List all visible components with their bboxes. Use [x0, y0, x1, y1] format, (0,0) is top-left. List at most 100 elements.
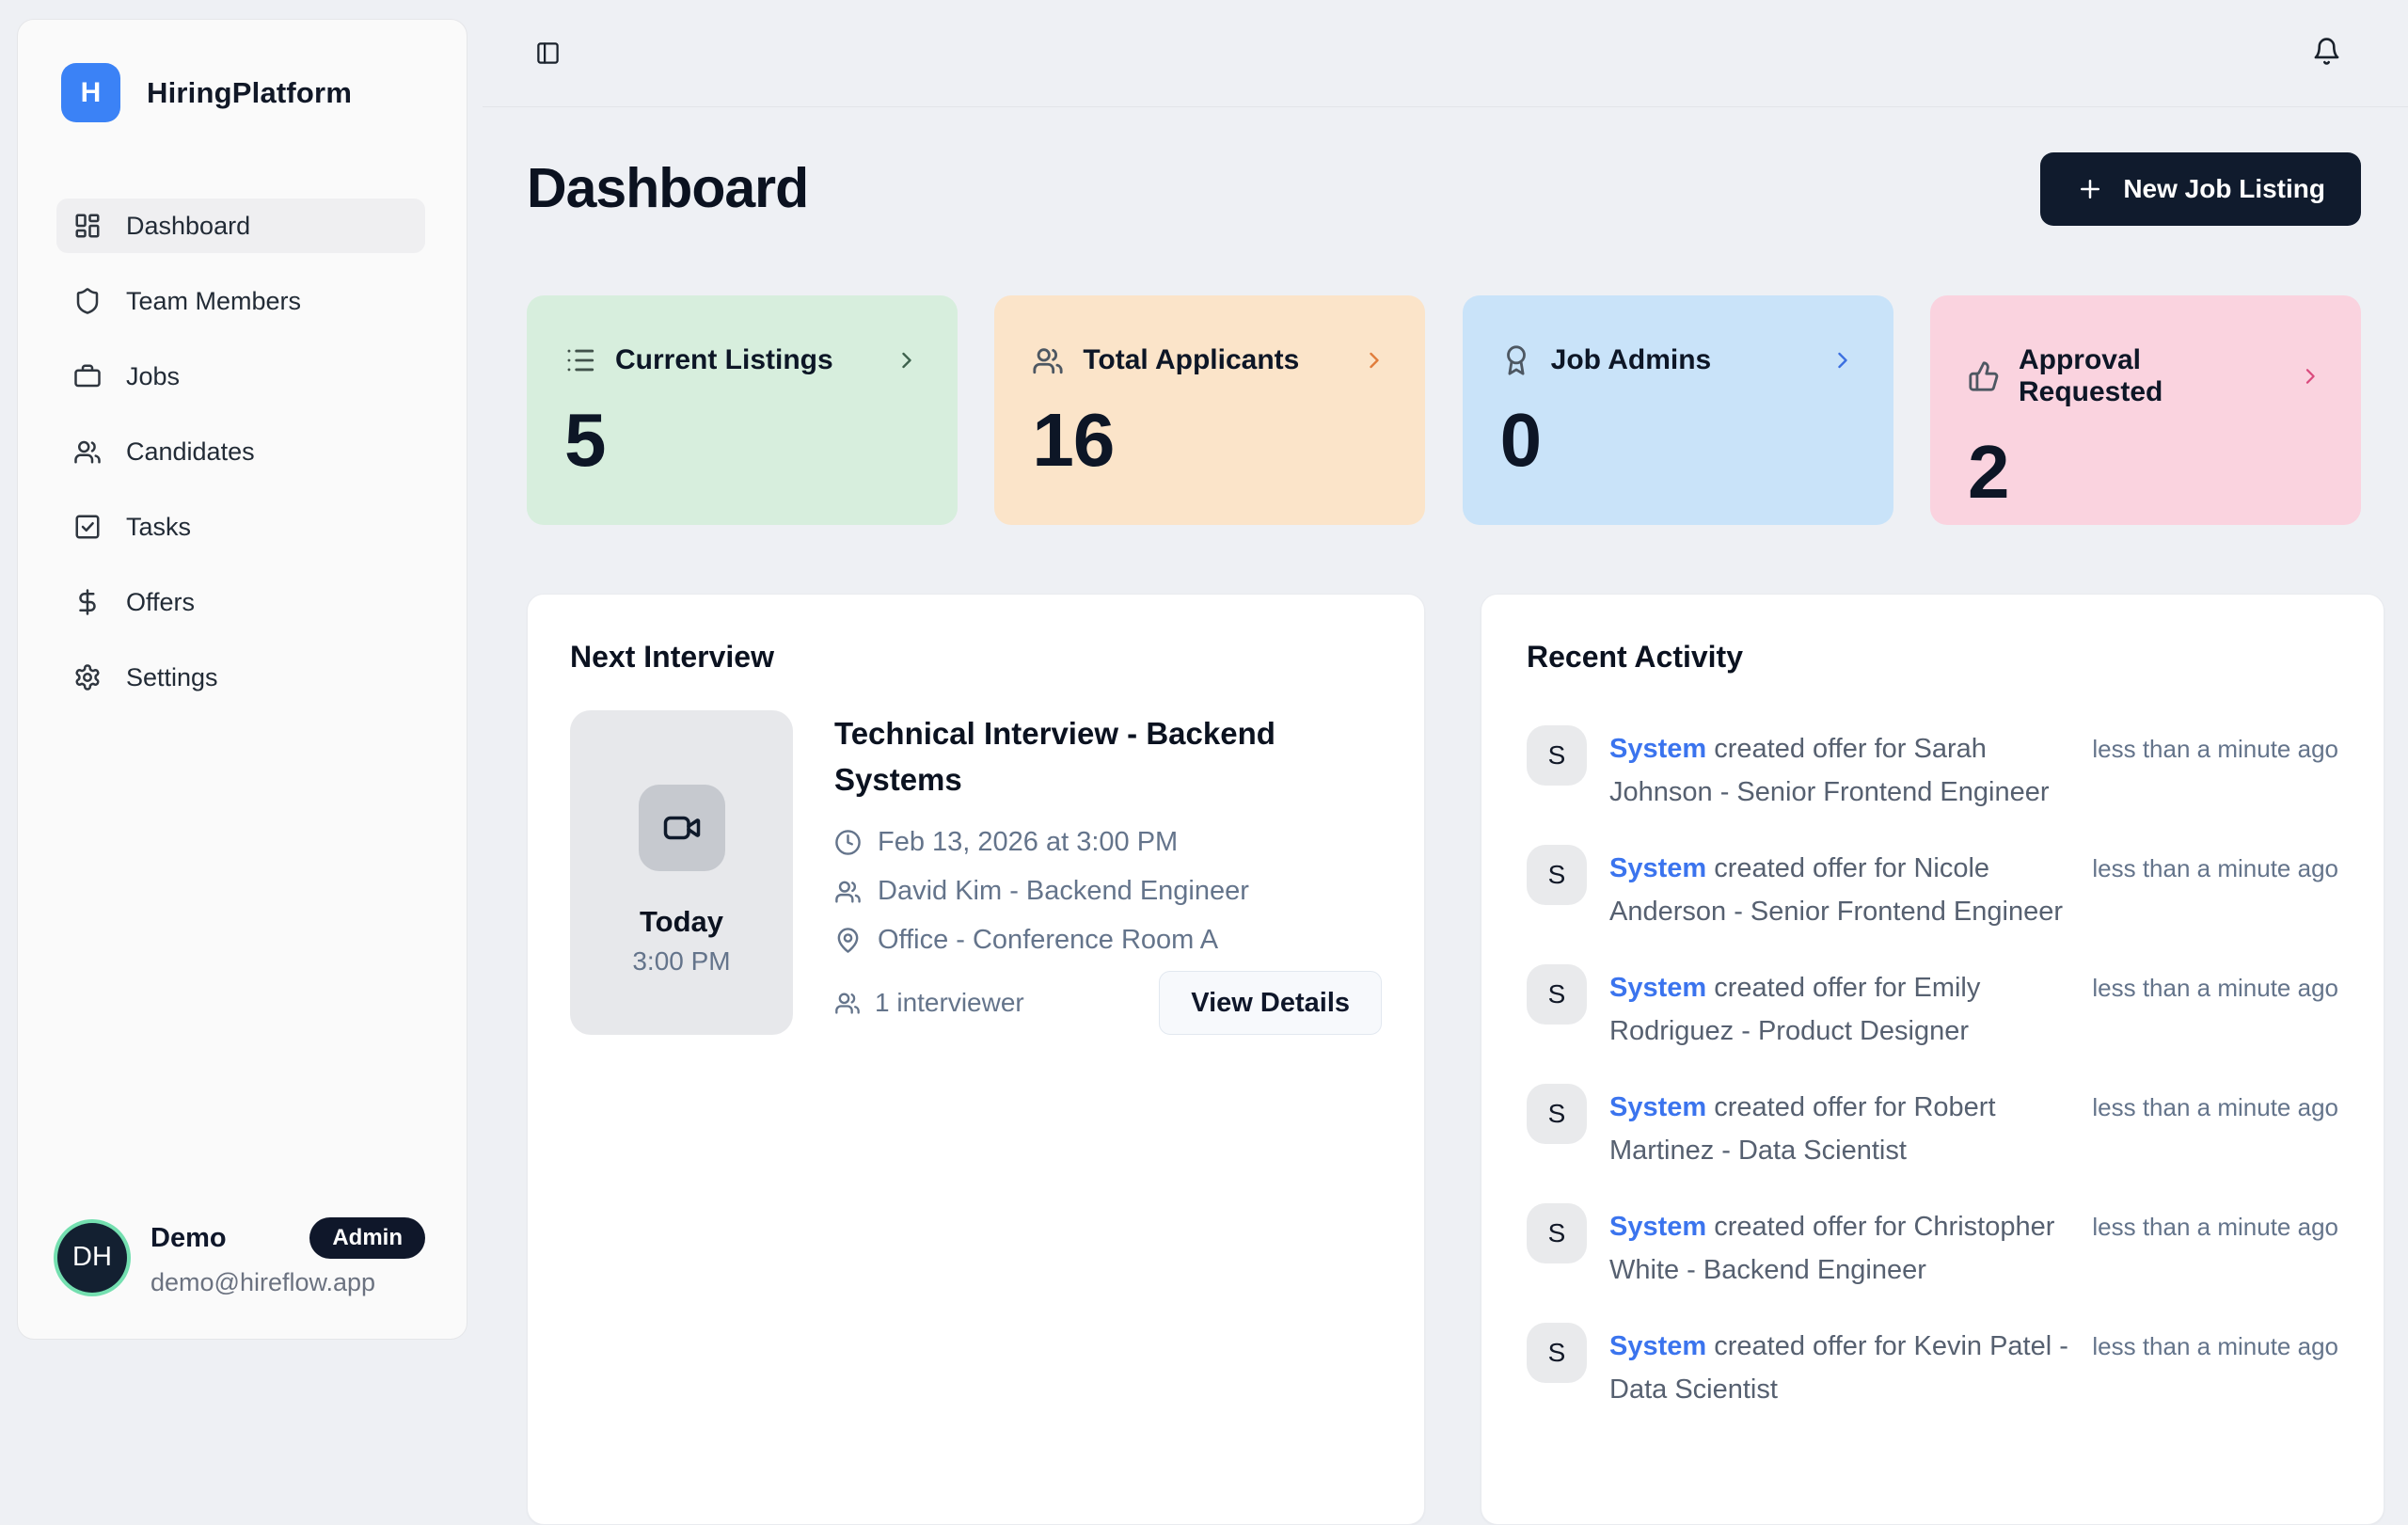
stat-value: 5 [564, 398, 607, 482]
activity-text: System created offer for Emily Rodriguez… [1609, 964, 2084, 1053]
page-header: Dashboard New Job Listing [527, 152, 2361, 230]
shield-icon [76, 288, 99, 314]
activity-timestamp: less than a minute ago [2092, 1213, 2338, 1241]
activity-text: System created offer for Christopher Whi… [1609, 1203, 2084, 1292]
activity-description: created offer for Christopher White - Ba… [1609, 1212, 2055, 1285]
activity-timestamp: less than a minute ago [2092, 854, 2338, 882]
interviewer-count: 1 interviewer [834, 988, 1024, 1018]
sidebar-item-dashboard[interactable]: Dashboard [56, 199, 425, 253]
activity-actor-link[interactable]: System [1609, 973, 1707, 1003]
interview-time: 3:00 PM [632, 946, 731, 976]
users-icon [835, 881, 861, 903]
interview-location: Office - Conference Room A [878, 925, 1219, 955]
activity-actor-link[interactable]: System [1609, 1212, 1707, 1242]
stat-value: 2 [1967, 430, 2010, 514]
sidebar-item-label: Dashboard [126, 211, 251, 240]
app-root: { "app": { "name": "HiringPlatform", "lo… [17, 0, 2408, 1525]
chevron-right-icon [2306, 369, 2316, 384]
bell-icon [2314, 38, 2339, 65]
notifications-button[interactable] [2312, 37, 2341, 66]
user-profile[interactable]: DH Demo Admin demo@hireflow.app [57, 1217, 425, 1297]
activity-description: created offer for Sarah Johnson - Senior… [1609, 734, 2050, 807]
sidebar-item-label: Jobs [126, 361, 181, 390]
sidebar-item-jobs[interactable]: Jobs [56, 349, 425, 404]
stat-label: Approval Requested [2018, 344, 2163, 407]
users-icon [74, 440, 101, 464]
role-badge: Admin [309, 1217, 425, 1259]
sidebar-item-candidates[interactable]: Candidates [56, 424, 425, 479]
interview-datetime-row: Feb 13, 2026 at 3:00 PM [834, 827, 1382, 858]
stat-label: Job Admins [1550, 344, 1712, 375]
stat-card-job-admins[interactable]: Job Admins 0 [1462, 295, 1893, 525]
view-details-button[interactable]: View Details [1159, 971, 1382, 1035]
activity-item: S System created offer for Christopher W… [1527, 1203, 2338, 1292]
user-info: Demo Admin demo@hireflow.app [150, 1217, 425, 1297]
new-job-listing-label: New Job Listing [2123, 174, 2325, 203]
activity-actor-link[interactable]: System [1609, 853, 1707, 883]
user-name: Demo [150, 1222, 227, 1253]
sidebar-item-settings[interactable]: Settings [56, 650, 425, 705]
stat-card-approval-requested[interactable]: Approval Requested 2 [1929, 295, 2361, 525]
award-icon [1506, 345, 1526, 375]
interview-date-box: Today 3:00 PM [570, 710, 793, 1035]
layout-dashboard-icon [75, 214, 100, 238]
activity-actor-link[interactable]: System [1609, 1092, 1707, 1122]
new-job-listing-button[interactable]: New Job Listing [2040, 152, 2361, 226]
activity-description: created offer for Nicole Anderson - Seni… [1609, 853, 2064, 927]
activity-list: S System created offer for Sarah Johnson… [1527, 725, 2338, 1411]
next-interview-card: Next Interview Today 3:00 PM Technical I… [527, 594, 1425, 1525]
activity-avatar: S [1527, 845, 1587, 905]
chevron-right-icon [902, 352, 911, 369]
interviewer-count-label: 1 interviewer [875, 988, 1024, 1017]
stat-value: 0 [1499, 398, 1543, 482]
plus-icon [2081, 180, 2100, 199]
sidebar-item-label: Offers [126, 587, 196, 616]
next-interview-title: Next Interview [570, 640, 774, 674]
activity-avatar: S [1527, 1084, 1587, 1144]
page-title: Dashboard [527, 157, 809, 219]
activity-text: System created offer for Robert Martinez… [1609, 1084, 2084, 1172]
interview-job-title: Technical Interview - Backend Systems [834, 716, 1275, 797]
interview-datetime: Feb 13, 2026 at 3:00 PM [878, 827, 1179, 857]
activity-text: System created offer for Nicole Anderson… [1609, 845, 2084, 933]
dollar-icon [79, 589, 96, 615]
app-logo: H [61, 63, 120, 122]
avatar: DH [57, 1222, 127, 1293]
activity-timestamp: less than a minute ago [2092, 1332, 2338, 1360]
activity-timestamp: less than a minute ago [2092, 974, 2338, 1002]
activity-timestamp: less than a minute ago [2092, 1093, 2338, 1121]
sidebar-item-team-members[interactable]: Team Members [56, 274, 425, 328]
activity-actor-link[interactable]: System [1609, 734, 1707, 764]
users-icon [835, 993, 860, 1014]
topbar [483, 0, 2408, 107]
activity-description: created offer for Robert Martinez - Data… [1609, 1092, 1996, 1166]
app-logo-letter: H [80, 76, 102, 108]
map-pin-icon [837, 928, 859, 953]
stat-card-total-applicants[interactable]: Total Applicants 16 [994, 295, 1426, 525]
activity-item: S System created offer for Sarah Johnson… [1527, 725, 2338, 814]
activity-item: S System created offer for Emily Rodrigu… [1527, 964, 2338, 1053]
sidebar-item-label: Settings [126, 662, 218, 691]
activity-timestamp: less than a minute ago [2092, 735, 2338, 763]
activity-item: S System created offer for Kevin Patel -… [1527, 1323, 2338, 1411]
stat-value: 16 [1032, 398, 1115, 482]
clock-icon [835, 830, 861, 855]
sidebar-item-label: Team Members [126, 286, 302, 315]
activity-actor-link[interactable]: System [1609, 1331, 1707, 1361]
sidebar-item-offers[interactable]: Offers [56, 575, 425, 629]
activity-avatar: S [1527, 725, 1587, 786]
check-square-icon [75, 515, 100, 539]
sidebar-item-label: Tasks [126, 512, 192, 541]
app-title: HiringPlatform [147, 75, 353, 109]
sidebar-toggle-button[interactable] [535, 40, 561, 66]
stat-label: Current Listings [615, 344, 833, 375]
activity-avatar: S [1527, 964, 1587, 1025]
activity-item: S System created offer for Robert Martin… [1527, 1084, 2338, 1172]
stat-label: Total Applicants [1083, 344, 1300, 375]
sidebar-item-tasks[interactable]: Tasks [56, 500, 425, 554]
stat-card-current-listings[interactable]: Current Listings 5 [527, 295, 958, 525]
thumbs-up-icon [1969, 361, 1999, 391]
sidebar-item-label: Candidates [126, 437, 255, 466]
interview-location-row: Office - Conference Room A [834, 925, 1382, 956]
bottom-row: Next Interview Today 3:00 PM Technical I… [527, 594, 2384, 1525]
